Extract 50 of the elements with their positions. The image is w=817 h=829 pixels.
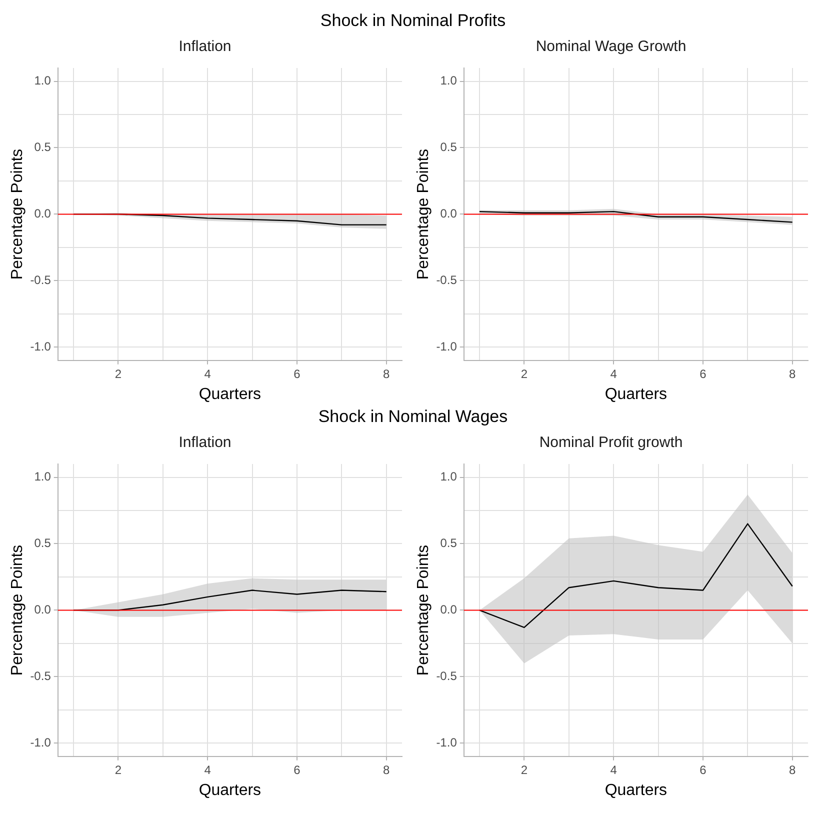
y-tick-label: 0.0 bbox=[34, 602, 52, 617]
x-tick-label: 4 bbox=[610, 762, 618, 777]
x-axis-title: Quarters bbox=[198, 386, 262, 403]
y-tick-label: -0.5 bbox=[436, 668, 458, 683]
x-tick-label: 8 bbox=[789, 762, 796, 777]
y-tick-label: -1.0 bbox=[30, 339, 52, 354]
y-tick-label: 0.5 bbox=[440, 536, 458, 550]
text: Shock in Nominal Profits bbox=[319, 10, 507, 32]
y-tick-label: 1.0 bbox=[440, 74, 458, 88]
y-tick-label: 0.0 bbox=[34, 206, 52, 221]
x-tick-label: 4 bbox=[204, 366, 212, 381]
y-tick-label: 0.5 bbox=[34, 140, 52, 154]
y-tick-label: 1.0 bbox=[440, 470, 458, 484]
y-tick-label: 0.5 bbox=[440, 140, 458, 154]
x-tick-label: 6 bbox=[700, 366, 707, 381]
x-tick-label: 2 bbox=[114, 366, 122, 381]
chart-title: Nominal Wage Growth bbox=[536, 38, 686, 56]
y-tick-label: 0.0 bbox=[440, 206, 458, 221]
x-tick-label: 2 bbox=[114, 762, 122, 777]
x-tick-label: 2 bbox=[520, 366, 528, 381]
y-axis-title: Percentage Points bbox=[9, 544, 26, 676]
x-tick-label: 8 bbox=[383, 366, 390, 381]
y-axis-title: Percentage Points bbox=[415, 544, 432, 676]
x-tick-label: 4 bbox=[610, 366, 618, 381]
x-axis-title: Quarters bbox=[604, 782, 668, 799]
y-tick-label: 0.5 bbox=[34, 536, 52, 550]
x-axis-title: Quarters bbox=[198, 782, 262, 799]
chart-title: Nominal Profit growth bbox=[539, 434, 683, 452]
y-tick-label: 1.0 bbox=[34, 74, 52, 88]
chart-title: Inflation bbox=[178, 38, 232, 56]
x-tick-label: 4 bbox=[204, 762, 212, 777]
x-tick-label: 8 bbox=[383, 762, 390, 777]
y-tick-label: -1.0 bbox=[436, 339, 458, 354]
x-axis-title: Quarters bbox=[604, 386, 668, 403]
x-tick-label: 6 bbox=[294, 762, 301, 777]
x-tick-label: 6 bbox=[294, 366, 301, 381]
text: Shock in Nominal Wages bbox=[317, 406, 509, 428]
y-tick-label: 1.0 bbox=[34, 470, 52, 484]
y-axis-title: Percentage Points bbox=[9, 148, 26, 280]
chart-title: Inflation bbox=[178, 434, 232, 452]
y-tick-label: -0.5 bbox=[30, 272, 52, 287]
y-tick-label: -1.0 bbox=[30, 735, 52, 750]
y-tick-label: -0.5 bbox=[436, 272, 458, 287]
y-tick-label: -1.0 bbox=[436, 735, 458, 750]
y-axis-title: Percentage Points bbox=[415, 148, 432, 280]
x-tick-label: 2 bbox=[520, 762, 528, 777]
x-tick-label: 8 bbox=[789, 366, 796, 381]
y-tick-label: -0.5 bbox=[30, 668, 52, 683]
y-tick-label: 0.0 bbox=[440, 602, 458, 617]
x-tick-label: 6 bbox=[700, 762, 707, 777]
